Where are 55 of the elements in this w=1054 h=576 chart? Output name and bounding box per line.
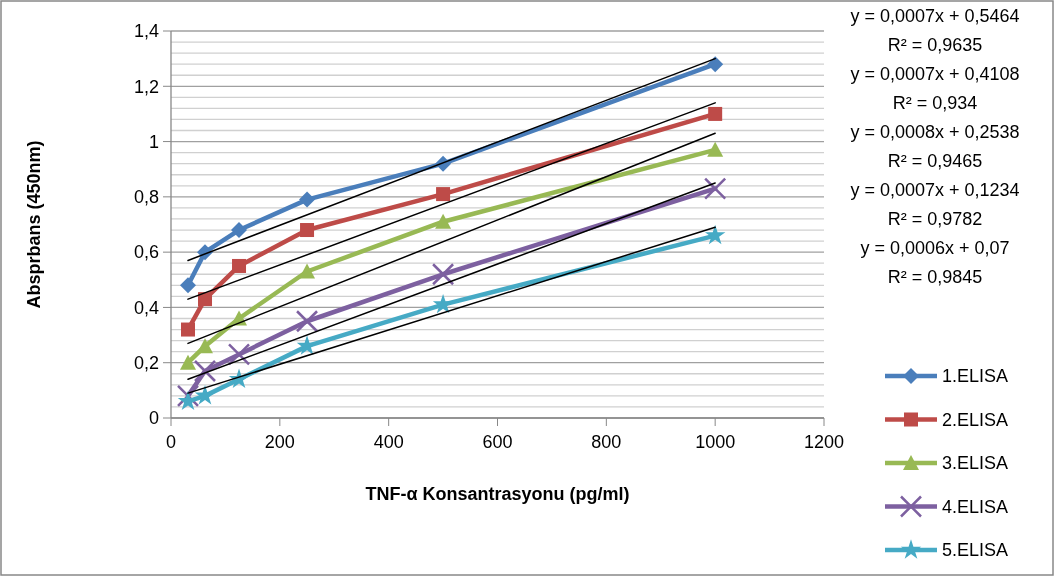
text: R² = 0,934	[892, 93, 978, 113]
y-tick-label: 0,2	[133, 353, 159, 374]
point	[436, 187, 451, 202]
y-tick-label: 1	[148, 131, 159, 152]
text: y = 0,0007x + 0,5464	[850, 6, 1020, 26]
y-tick-label: 0,8	[133, 187, 159, 208]
point	[181, 322, 196, 337]
point	[176, 384, 200, 408]
y-tick-label: 1,4	[133, 21, 159, 42]
text: R² = 0,9465	[887, 151, 983, 171]
x-tick-label: 1000	[695, 432, 736, 452]
point	[707, 141, 724, 157]
legend-label: 4.ELISA	[942, 496, 1009, 517]
x-tick-label: 600	[482, 432, 513, 452]
text: R² = 0,9635	[887, 35, 983, 55]
point	[197, 338, 214, 354]
text: y = 0,0006x + 0,07	[860, 238, 1010, 258]
text: y = 0,0008x + 0,2538	[850, 122, 1020, 142]
point	[431, 263, 455, 286]
legend-label: 3.ELISA	[942, 453, 1009, 474]
x-tick-label: 0	[165, 432, 177, 452]
y-tick-label: 1,2	[133, 76, 159, 97]
y-axis-title: Absprbans (450nm)	[24, 140, 44, 309]
point	[295, 310, 319, 333]
x-axis-title: TNF-α Konsantrasyonu (pg/ml)	[365, 484, 630, 504]
point	[194, 385, 216, 405]
point	[299, 263, 316, 279]
legend-label: 1.ELISA	[942, 366, 1009, 387]
y-tick-label: 0,6	[133, 242, 159, 263]
point	[180, 277, 197, 294]
x-tick-label: 1200	[803, 432, 845, 452]
point	[708, 106, 723, 121]
point	[198, 292, 213, 307]
legend-label: 5.ELISA	[942, 540, 1009, 561]
x-tick-label: 200	[264, 432, 295, 452]
point	[193, 359, 217, 383]
x-tick-label: 800	[591, 432, 622, 452]
x-tick-label: 400	[373, 432, 404, 452]
text: R² = 0,9845	[887, 267, 983, 287]
text: y = 0,0007x + 0,4108	[850, 64, 1020, 84]
point	[299, 191, 316, 208]
point	[300, 223, 315, 238]
point	[703, 177, 727, 200]
point	[707, 56, 724, 73]
point	[180, 354, 197, 370]
point	[704, 224, 726, 245]
point	[231, 222, 248, 239]
point	[435, 213, 452, 229]
text: y = 0,0007x + 0,1234	[850, 180, 1020, 200]
point	[227, 343, 251, 366]
y-tick-label: 0	[148, 408, 159, 429]
point	[232, 258, 247, 273]
legend-label: 2.ELISA	[942, 409, 1009, 430]
text: R² = 0,9782	[887, 209, 983, 229]
y-tick-label: 0,4	[133, 297, 159, 318]
